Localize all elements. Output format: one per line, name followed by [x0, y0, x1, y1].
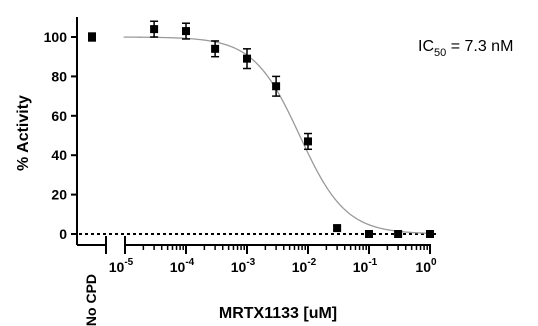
x-tick-label: 10-2	[292, 257, 317, 275]
y-axis-title: % Activity	[15, 95, 32, 171]
x-axis-title: MRTX1133 [uM]	[219, 305, 337, 322]
data-point	[365, 230, 373, 238]
fit-curve	[123, 36, 431, 234]
x-ticks: 10-5 10-4 10-3 10-2 10-1 100	[109, 245, 437, 275]
x-tick-label: 10-5	[109, 257, 134, 275]
data-point	[182, 22, 190, 40]
y-tick-label: 80	[51, 68, 67, 84]
x-tick-label: 10-1	[353, 257, 378, 275]
data-point-marker	[304, 137, 312, 146]
y-tick-label: 40	[51, 147, 67, 163]
x-tick-label: 10-4	[170, 257, 195, 275]
data-point-marker	[365, 230, 373, 238]
data-point-marker	[333, 224, 342, 233]
data-point-marker	[182, 27, 190, 36]
data-point-marker	[150, 25, 159, 34]
data-point	[211, 40, 220, 58]
ic50-annotation: IC50 = 7.3 nM	[418, 38, 513, 59]
data-point-marker	[88, 33, 96, 41]
y-ticks: 0 20 40 60 80 100	[44, 29, 77, 242]
control-point	[88, 32, 96, 42]
data-point-marker	[243, 54, 251, 63]
data-point	[394, 230, 403, 238]
y-tick-label: 60	[51, 108, 67, 124]
data-point-marker	[426, 230, 434, 238]
control-label: No CPD	[83, 274, 99, 326]
y-tick-label: 100	[44, 29, 68, 45]
ic50-subscript: 50	[434, 47, 446, 59]
data-point	[150, 20, 159, 38]
y-tick-label: 20	[51, 187, 67, 203]
data-point-marker	[211, 44, 220, 53]
x-tick-label: 10-3	[231, 257, 256, 275]
ic50-prefix: IC	[418, 38, 434, 55]
ic50-value: = 7.3 nM	[446, 38, 513, 55]
data-point-marker	[394, 230, 403, 238]
x-tick-label: 100	[415, 257, 437, 275]
data-point	[426, 230, 434, 238]
data-point	[272, 75, 281, 97]
data-point	[243, 48, 251, 70]
axes	[76, 17, 431, 254]
y-tick-label: 0	[59, 226, 67, 242]
data-point	[333, 224, 342, 233]
data-point	[304, 132, 312, 151]
fit-layer	[123, 36, 431, 234]
data-point-marker	[272, 82, 281, 91]
points-layer	[88, 20, 434, 238]
